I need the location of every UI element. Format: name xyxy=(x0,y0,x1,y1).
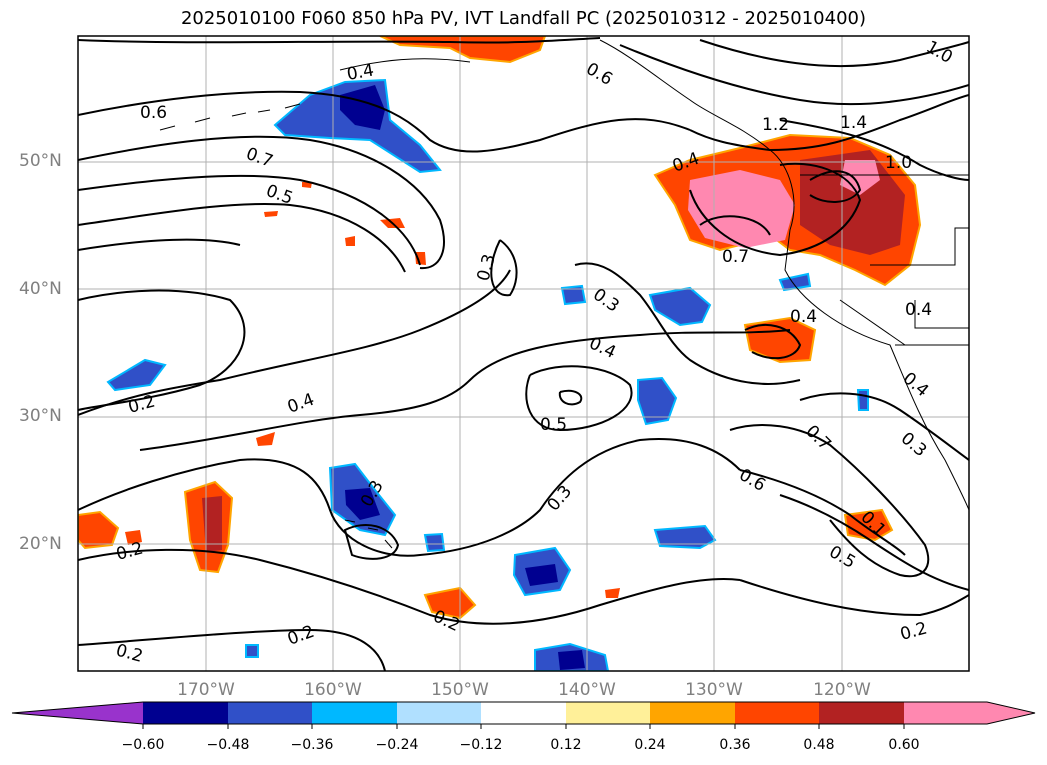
lat-label: 50°N xyxy=(19,151,62,171)
anomaly-patch xyxy=(648,286,712,327)
colorbar xyxy=(11,701,1036,729)
anomaly-patch xyxy=(688,170,795,248)
colorbar-segment xyxy=(312,702,397,724)
anomaly-patch xyxy=(423,532,446,553)
pv-contours xyxy=(78,37,969,671)
colorbar-segment xyxy=(735,702,819,724)
colorbar-tick-label: 0.12 xyxy=(550,737,582,753)
anomaly-patch xyxy=(856,389,869,411)
contour-label: 0.2 xyxy=(898,619,929,645)
lat-label: 40°N xyxy=(19,279,62,299)
page-title: 2025010100 F060 850 hPa PV, IVT Landfall… xyxy=(180,8,867,29)
contour-label: 0.4 xyxy=(790,307,817,327)
contour-label: 1.0 xyxy=(923,37,956,68)
colorbar-segment xyxy=(228,702,312,724)
colorbar-under-triangle xyxy=(12,702,143,724)
colorbar-segment xyxy=(650,702,735,724)
anomaly-patch xyxy=(256,432,275,446)
contour-label: 1.4 xyxy=(840,113,867,133)
lat-label: 30°N xyxy=(19,406,62,426)
gridlines xyxy=(78,36,969,671)
contour-label: 0.4 xyxy=(285,390,317,418)
lon-label: 150°W xyxy=(431,680,489,700)
lat-label: 20°N xyxy=(19,534,62,554)
anomaly-patch xyxy=(605,588,620,598)
contour-label: 0.7 xyxy=(801,421,834,454)
contour-label: 0.2 xyxy=(114,641,145,667)
lon-label: 170°W xyxy=(177,680,235,700)
colorbar-segment xyxy=(481,702,566,724)
colorbar-segment xyxy=(143,702,228,724)
contour-label: 0.2 xyxy=(126,392,157,418)
anomaly-patch xyxy=(653,524,717,550)
contour-label: 0.6 xyxy=(583,59,616,90)
anomaly-patch xyxy=(840,160,880,195)
colorbar-tick-label: 0.24 xyxy=(634,737,666,753)
colorbar-tick-label: 0.36 xyxy=(719,737,751,753)
colorbar-tick-label: 0.48 xyxy=(803,737,835,753)
colorbar-over-triangle xyxy=(987,702,1035,724)
colorbar-segment xyxy=(397,702,481,724)
contour-label: 0.2 xyxy=(114,539,145,565)
negative-anomaly-fills xyxy=(106,78,869,671)
colorbar-tick-label: −0.60 xyxy=(121,737,165,753)
lon-label: 160°W xyxy=(304,680,362,700)
anomaly-patch xyxy=(273,78,442,174)
colorbar-tick-label: −0.48 xyxy=(206,737,250,753)
anomaly-patch xyxy=(302,182,312,188)
contour-label: 0.4 xyxy=(899,369,933,402)
contour-label: 1.0 xyxy=(885,153,912,173)
contour-label: 0.7 xyxy=(243,144,275,172)
anomaly-patch xyxy=(525,564,558,586)
anomaly-patch xyxy=(345,236,355,246)
anomaly-patch xyxy=(106,358,167,392)
contour-label: 0.5 xyxy=(540,415,567,435)
anomaly-patch xyxy=(264,211,278,217)
colorbar-tick-label: −0.12 xyxy=(459,737,503,753)
colorbar-segment xyxy=(566,702,650,724)
contour-label: 0.3 xyxy=(544,482,577,516)
contour-label: 0.2 xyxy=(285,622,317,650)
colorbar-tick-label: −0.36 xyxy=(290,737,334,753)
colorbar-tick-label: −0.24 xyxy=(375,737,419,753)
contour-label: 0.3 xyxy=(897,429,931,462)
anomaly-patch xyxy=(558,650,585,670)
contour-label: 0.4 xyxy=(345,61,375,85)
anomaly-patch xyxy=(78,510,120,550)
anomaly-patch xyxy=(423,586,477,620)
colorbar-tick-label: 0.60 xyxy=(888,737,920,753)
contour-label: 0.7 xyxy=(722,247,749,267)
lon-label: 120°W xyxy=(813,680,871,700)
anomaly-patch xyxy=(202,496,222,552)
anomaly-patch xyxy=(415,252,426,265)
contour-label: 0.4 xyxy=(905,300,932,320)
anomaly-patch xyxy=(340,85,385,130)
anomaly-patch xyxy=(245,644,259,658)
anomaly-patch xyxy=(778,272,812,292)
colorbar-segment xyxy=(904,702,987,724)
contour-label: 0.6 xyxy=(140,103,167,123)
contour-label: 1.2 xyxy=(762,115,789,135)
colorbar-segment xyxy=(819,702,904,724)
positive-anomaly-fills xyxy=(78,36,922,620)
anomaly-patch xyxy=(379,36,547,64)
anomaly-patch xyxy=(560,284,587,306)
anomaly-patch xyxy=(345,488,380,520)
anomaly-patch xyxy=(125,530,142,545)
map-frame xyxy=(77,35,970,672)
lon-label: 140°W xyxy=(558,680,616,700)
contour-label: 0.3 xyxy=(474,252,500,283)
anomaly-patch xyxy=(637,376,678,426)
lon-label: 130°W xyxy=(685,680,743,700)
coastlines xyxy=(159,39,969,549)
